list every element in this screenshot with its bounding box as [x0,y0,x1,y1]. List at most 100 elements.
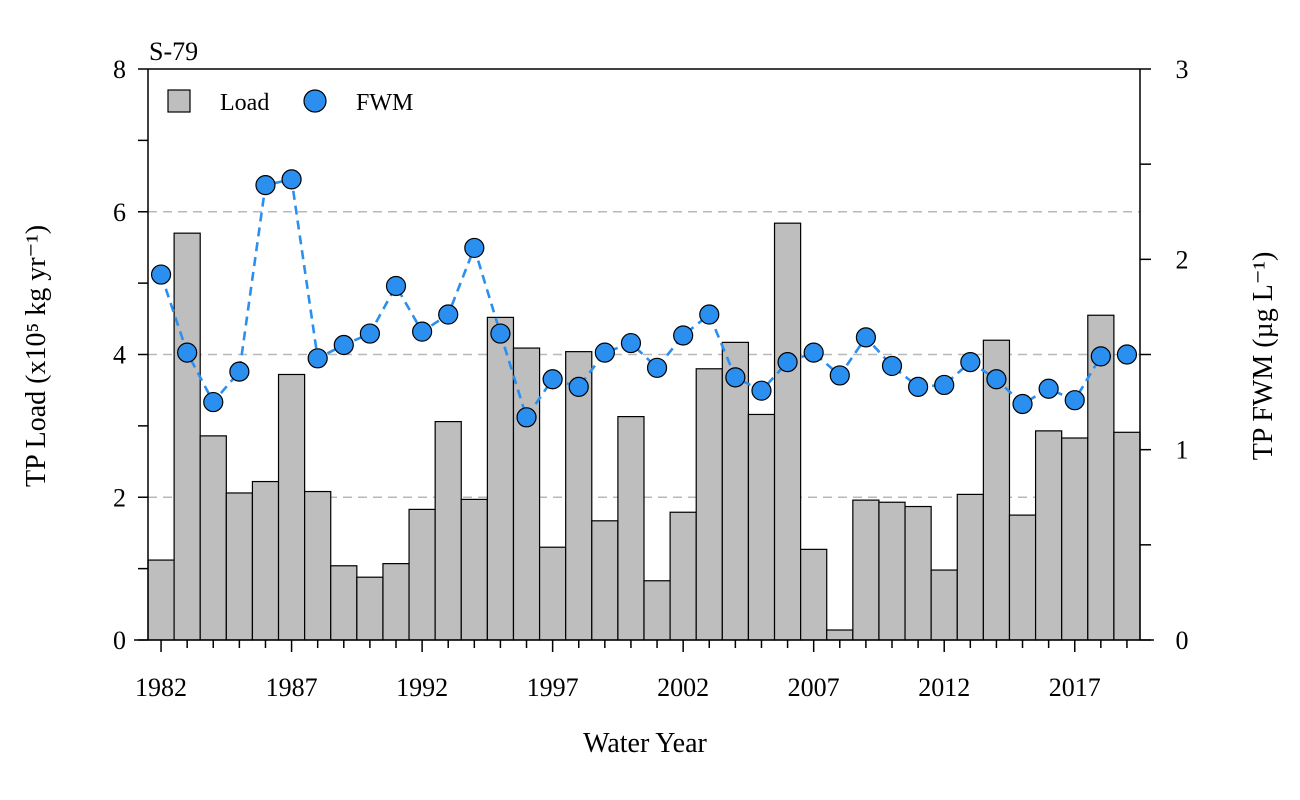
fwm-point-2009 [855,327,876,348]
fwm-point-2012 [934,374,955,396]
right-tick-label: 0 [1176,626,1189,655]
load-bar-1988 [304,490,332,641]
fwm-point-1983 [177,342,198,363]
fwm-point-1985 [229,361,250,382]
legend-swatch-load [167,89,191,113]
left-tick-label: 0 [113,626,126,655]
fwm-point-1996 [516,407,537,428]
load-bar-2011 [904,505,932,641]
load-bar-1989 [330,565,358,641]
y-axis-label-right: TP FWM (µg L⁻¹) [1248,252,1279,461]
fwm-point-1997 [542,369,563,390]
load-bar-2012 [930,569,958,641]
load-bar-1983 [173,232,201,641]
load-bar-1990 [356,576,384,641]
x-tick-label: 2007 [788,673,840,702]
x-tick-label: 1982 [135,673,187,702]
left-tick-label: 2 [113,483,126,512]
load-bar-2019 [1113,431,1141,641]
fwm-point-1989 [333,334,354,356]
load-bar-1982 [147,559,175,641]
fwm-point-1988 [307,348,328,369]
load-bars [147,222,1141,641]
load-bar-2016 [1034,430,1063,641]
fwm-point-2019 [1116,344,1138,365]
fwm-point-2015 [1012,393,1033,415]
fwm-line [159,177,1128,421]
load-bar-2017 [1061,437,1089,641]
x-tick-label: 1997 [527,673,579,702]
load-bar-2005 [747,413,776,641]
fwm-point-2018 [1090,346,1111,367]
left-tick-label: 4 [113,341,126,370]
load-bar-2007 [800,548,828,641]
left-tick-label: 6 [113,198,126,227]
fwm-line-series [150,169,1138,428]
fwm-point-1986 [255,175,276,196]
fwm-point-1995 [490,323,511,344]
load-bar-2009 [852,499,880,641]
load-bar-1994 [460,498,488,641]
fwm-point-2013 [960,352,981,373]
legend-label-fwm: FWM [356,90,413,116]
load-bar-2000 [617,415,645,641]
fwm-point-2004 [725,367,746,388]
right-tick-label: 2 [1176,245,1189,274]
load-bar-1987 [277,373,306,641]
fwm-point-2001 [646,357,668,378]
right-tick-label: 1 [1176,436,1189,465]
fwm-point-2011 [908,376,929,397]
fwm-point-1992 [412,321,433,342]
load-bar-2006 [773,222,802,641]
load-bar-1986 [251,480,280,641]
load-bar-1999 [591,520,619,641]
fwm-point-2017 [1064,390,1085,411]
y-axis-label-left: TP Load (x10⁵ kg yr⁻¹) [21,225,52,487]
fwm-point-1982 [150,264,172,285]
load-bar-1995 [486,316,515,641]
load-bar-2015 [1008,514,1037,641]
load-bar-1992 [408,508,436,641]
load-bar-1985 [225,492,254,641]
chart-title: S-79 [149,37,198,66]
fwm-point-2005 [751,380,772,401]
x-tick-label: 1992 [396,673,448,702]
load-bar-2010 [878,501,906,641]
fwm-point-1998 [568,376,589,397]
load-bar-1984 [199,435,227,641]
fwm-point-2016 [1038,378,1059,399]
x-axis-label: Water Year [583,728,707,759]
left-tick-label: 8 [113,55,126,84]
x-tick-label: 1987 [266,673,318,702]
load-bar-2013 [956,493,984,641]
fwm-point-1999 [594,342,615,363]
fwm-point-1993 [438,304,459,325]
fwm-point-2008 [829,365,850,386]
fwm-point-2014 [986,369,1007,390]
legend-marker-fwm [303,89,327,113]
load-bar-2001 [643,580,671,641]
axes: 0 2 4 6 8 0 1 2 3 1982 1987 1992 1997 2002 2007 2012 201… [113,55,1189,702]
load-bar-2008 [826,629,854,641]
fwm-point-2007 [803,342,824,363]
load-bar-1991 [382,563,410,641]
fwm-point-1994 [464,237,485,259]
fwm-point-2000 [620,332,642,354]
load-bar-1993 [434,420,462,641]
fwm-point-2006 [777,352,798,373]
fwm-point-2003 [699,304,720,325]
fwm-point-2010 [881,355,903,377]
fwm-point-2002 [673,325,694,346]
right-tick-label: 3 [1176,55,1189,84]
load-bar-1998 [565,351,593,641]
load-bar-2002 [669,511,697,641]
legend-label-load: Load [220,90,269,116]
fwm-point-1984 [203,391,224,413]
x-tick-label: 2012 [918,673,970,702]
load-bar-1996 [512,347,541,641]
fwm-point-1990 [359,323,380,344]
x-tick-label: 2017 [1049,673,1101,702]
load-bar-1997 [538,546,567,641]
x-tick-label: 2002 [657,673,709,702]
fwm-point-1991 [385,275,407,297]
